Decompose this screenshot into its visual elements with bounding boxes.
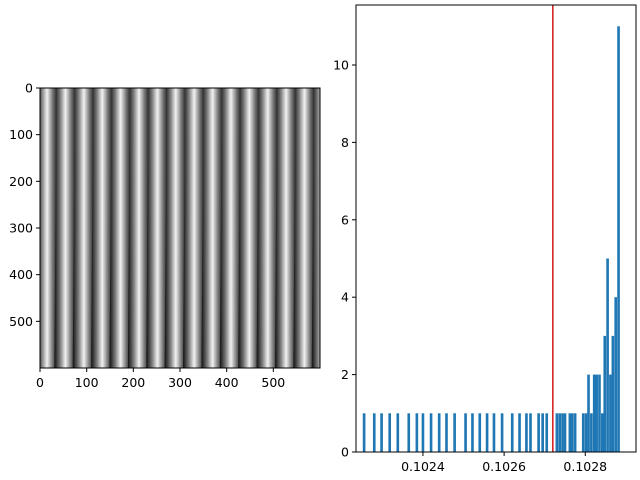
- x-tick-label: 500: [261, 375, 285, 390]
- image-panel: 0 100 200 300 400 500 0 100 200 300 400 500: [9, 81, 321, 390]
- histogram-bar: [603, 335, 607, 452]
- histogram-bar: [545, 413, 549, 452]
- histogram-bar: [415, 413, 419, 452]
- fringe-stripe: [256, 88, 279, 368]
- histogram-bar: [581, 413, 585, 452]
- image-y-ticks: 0 100 200 300 400 500: [9, 81, 40, 329]
- fringe-stripe: [146, 88, 169, 368]
- fringe-stripe: [109, 88, 132, 368]
- y-tick-label: 10: [333, 57, 349, 72]
- histogram-x-ticks: 0.1024 0.1026 0.1028: [401, 452, 607, 474]
- histogram-bar: [453, 413, 456, 452]
- histogram-y-ticks: 0 2 4 6 8 10: [333, 57, 356, 460]
- histogram-bar: [510, 413, 514, 452]
- y-tick-label: 2: [341, 367, 349, 382]
- histogram-bar: [396, 413, 400, 452]
- fringe-stripe: [54, 88, 77, 368]
- histogram-bar: [471, 413, 474, 452]
- histogram-panel: 0.1024 0.1026 0.1028 0 2 4 6 8 10: [333, 4, 637, 474]
- fringe-stripe: [274, 88, 298, 368]
- histogram-bar: [609, 374, 612, 452]
- y-tick-label: 4: [341, 290, 349, 305]
- fringe-stripe: [40, 88, 59, 368]
- histogram-bar: [429, 413, 433, 452]
- histogram-bar: [529, 413, 532, 452]
- histogram-bar: [570, 413, 574, 452]
- x-tick-label: 300: [168, 375, 192, 390]
- fringe-stripe: [238, 88, 261, 368]
- histogram-bar: [492, 413, 496, 452]
- fringe-stripe: [91, 88, 114, 368]
- y-tick-label: 6: [341, 212, 349, 227]
- histogram-bar: [617, 26, 620, 453]
- histogram-bar: [614, 297, 618, 452]
- histogram-bar: [592, 374, 596, 452]
- histogram-bar: [372, 413, 376, 452]
- histogram-bar: [525, 413, 528, 452]
- histogram-bar: [563, 413, 567, 452]
- y-tick-label: 0: [25, 81, 33, 96]
- x-tick-label: 400: [215, 375, 239, 390]
- histogram-bar: [388, 413, 391, 452]
- histogram-bar: [595, 374, 598, 452]
- histogram-bar: [437, 413, 441, 452]
- histogram-bar: [611, 335, 615, 452]
- histogram-bar: [500, 413, 504, 452]
- histogram-bars: [362, 26, 620, 453]
- fringe-image: [40, 88, 320, 368]
- fringe-stripe: [183, 88, 206, 368]
- histogram-frame: [355, 4, 637, 453]
- y-tick-label: 0: [341, 445, 349, 460]
- histogram-bar: [573, 413, 577, 452]
- y-tick-label: 8: [341, 135, 349, 150]
- histogram-bar: [485, 413, 489, 452]
- fringe-stripe: [311, 88, 320, 368]
- fringe-stripe: [72, 88, 95, 368]
- histogram-bar: [537, 413, 540, 452]
- y-tick-label: 200: [9, 174, 33, 189]
- y-tick-label: 400: [9, 267, 33, 282]
- histogram-bar: [407, 413, 411, 452]
- y-tick-label: 100: [9, 127, 33, 142]
- histogram-bar: [590, 413, 593, 452]
- fringe-stripe: [219, 88, 243, 368]
- histogram-bar: [362, 413, 366, 452]
- histogram-bar: [445, 413, 448, 452]
- histogram-bar: [598, 374, 601, 452]
- x-tick-label: 0.1026: [482, 459, 526, 474]
- x-tick-label: 200: [121, 375, 145, 390]
- histogram-bar: [606, 258, 609, 452]
- histogram-bar: [541, 413, 544, 452]
- fringe-stripe: [164, 88, 187, 368]
- histogram-bar: [478, 413, 482, 452]
- x-tick-label: 0.1028: [563, 459, 607, 474]
- fringe-stripe: [201, 88, 224, 368]
- histogram-bar: [587, 374, 590, 452]
- y-tick-label: 300: [9, 221, 33, 236]
- image-x-ticks: 0 100 200 300 400 500: [36, 368, 285, 390]
- histogram-bar: [464, 413, 467, 452]
- y-tick-label: 500: [9, 314, 33, 329]
- histogram-bar: [601, 413, 604, 452]
- histogram-bar: [568, 413, 572, 452]
- x-tick-label: 0.1024: [401, 459, 445, 474]
- histogram-bar: [558, 413, 562, 452]
- x-tick-label: 100: [75, 375, 99, 390]
- histogram-bar: [555, 413, 559, 452]
- fringe-stripe: [293, 88, 316, 368]
- histogram-bar: [584, 413, 588, 452]
- histogram-bar: [518, 413, 521, 452]
- x-tick-label: 0: [36, 375, 44, 390]
- histogram-bar: [421, 413, 425, 452]
- histogram-bar: [561, 413, 564, 452]
- histogram-bar: [380, 413, 383, 452]
- fringe-stripe: [127, 88, 151, 368]
